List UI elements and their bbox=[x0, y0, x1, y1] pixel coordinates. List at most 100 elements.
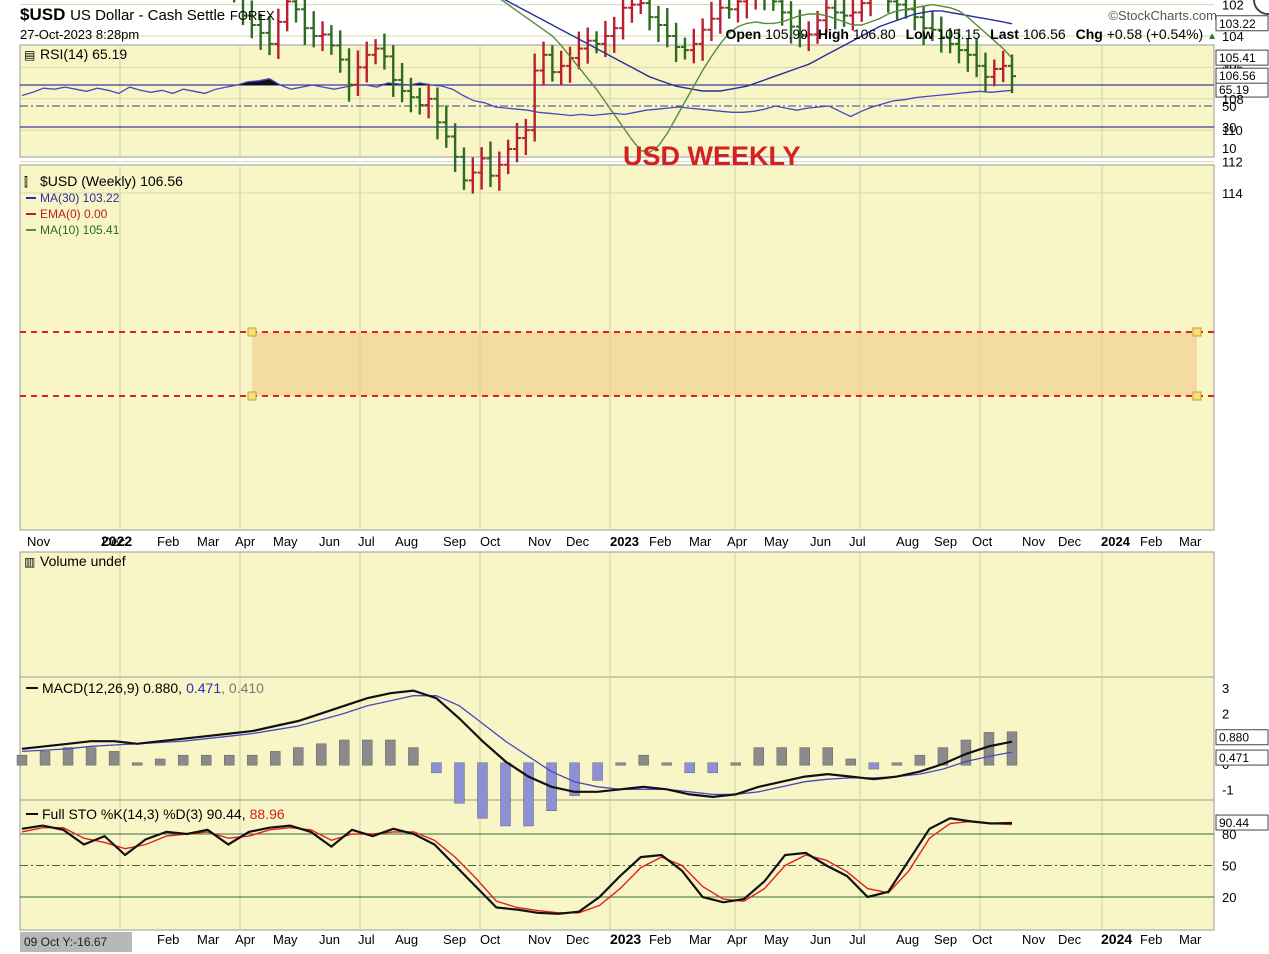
x-tick-label-bottom: Jun bbox=[810, 932, 831, 947]
ohlc-bar bbox=[592, 31, 601, 54]
ohlc-bar bbox=[663, 8, 672, 48]
ohlc-bar bbox=[380, 33, 389, 70]
macd-histogram-bar bbox=[62, 747, 74, 766]
x-tick-label-top: Mar bbox=[1179, 534, 1202, 549]
macd-histogram-bar bbox=[730, 762, 741, 766]
macd-histogram-bar bbox=[707, 762, 718, 774]
signal-value-tag: 0.471 bbox=[1215, 749, 1269, 766]
price-tick-label: 102 bbox=[1222, 0, 1244, 13]
price-tick-label: 110 bbox=[1222, 123, 1243, 138]
ohlc-bar bbox=[241, 0, 247, 26]
low-label: Low bbox=[905, 26, 934, 42]
macd-histogram-bar bbox=[177, 754, 189, 766]
rsi-panel bbox=[19, 44, 1215, 158]
macd-signal-line bbox=[21, 695, 1013, 796]
x-tick-label-bottom: Oct bbox=[972, 932, 993, 947]
x-tick-label-bottom: 2024 bbox=[1101, 931, 1132, 947]
ohlc-bar bbox=[583, 27, 592, 64]
macd-histogram-bar bbox=[247, 754, 258, 766]
ohlc-bar bbox=[946, 28, 955, 54]
ohlc-bar bbox=[459, 147, 468, 190]
ohlc-bar bbox=[442, 105, 451, 148]
ohlc-bar bbox=[451, 123, 460, 172]
last-price-tag: 106.56 bbox=[1215, 67, 1269, 84]
ohlc-bar bbox=[610, 16, 619, 53]
ohlc-bar bbox=[619, 0, 628, 40]
price-tick-label: 108 bbox=[1222, 92, 1244, 107]
macd-histogram-bar bbox=[85, 747, 97, 766]
x-tick-label-top: 2023 bbox=[610, 534, 639, 549]
ohlc-bar bbox=[887, 0, 893, 13]
ohlc-bar bbox=[292, 0, 301, 23]
ohlc-bar bbox=[468, 157, 477, 194]
macd-histogram-bar bbox=[845, 758, 857, 766]
ohlc-bar bbox=[389, 45, 398, 97]
window-corner-icon[interactable] bbox=[1247, 0, 1269, 22]
ohlc-bar bbox=[265, 15, 274, 56]
ohlc-bar bbox=[698, 18, 707, 61]
ohlc-bar bbox=[486, 141, 495, 188]
ohlc-bar bbox=[513, 122, 521, 163]
macd-line bbox=[21, 689, 1013, 799]
volume-panel bbox=[19, 551, 1215, 678]
price-tick-label: 112 bbox=[1222, 155, 1243, 170]
macd-histogram-bar bbox=[753, 747, 764, 766]
ohlc-bar bbox=[763, 0, 766, 11]
x-tick-label-top: Jun bbox=[319, 534, 340, 549]
macd-histogram-bar bbox=[362, 739, 373, 766]
x-tick-label-top: Oct bbox=[480, 534, 501, 549]
sto-plot bbox=[20, 817, 1214, 915]
ohlc-bar bbox=[725, 0, 734, 19]
ohlc-bar bbox=[689, 28, 698, 64]
value-tag-box bbox=[1215, 729, 1269, 746]
ohlc-bar bbox=[521, 118, 530, 156]
x-axis-bottom: Feb Mar Apr May Jun Jul Aug Sep Oct Nov Dec 2023 Feb… bbox=[157, 931, 1202, 947]
x-tick-label-top: Dec bbox=[566, 534, 590, 549]
x-tick-label-top: Mar bbox=[689, 534, 712, 549]
x-tick-label-top: May bbox=[764, 534, 789, 549]
band-handle bbox=[247, 391, 257, 401]
x-tick-label-bottom: Jul bbox=[849, 932, 866, 947]
macd-tick-label: -1 bbox=[1222, 782, 1234, 797]
symbol: $USD bbox=[20, 5, 66, 24]
macd-histogram-bar bbox=[454, 762, 465, 804]
x-tick-label-bottom: May bbox=[764, 932, 789, 947]
ohlc-bar bbox=[574, 31, 583, 70]
ohlc-bar bbox=[636, 0, 645, 15]
price-plot bbox=[232, 0, 1202, 401]
x-tick-label-top: Aug bbox=[395, 534, 418, 549]
x-tick-label-top: Sep bbox=[934, 534, 957, 549]
x-tick-label-top: Aug bbox=[896, 534, 919, 549]
sto-legend-d: 88.96 bbox=[250, 806, 285, 822]
x-tick-label-top: 2024 bbox=[1101, 534, 1131, 549]
macd-histogram-bar bbox=[983, 732, 995, 766]
rsi-line bbox=[21, 78, 1013, 118]
ohlc-bar bbox=[831, 0, 840, 30]
ohlc-bar bbox=[707, 1, 716, 42]
ma10-value-tag: 105.41 bbox=[1215, 49, 1269, 66]
x-tick-label-top: Feb bbox=[649, 534, 671, 549]
ohlc-bar bbox=[362, 41, 371, 83]
macd-histogram-bar bbox=[1006, 731, 1018, 766]
x-tick-label-top: Nov bbox=[528, 534, 552, 549]
x-tick-label-bottom: Jul bbox=[358, 932, 375, 947]
ma30-value-tag: 103.22 bbox=[1215, 15, 1269, 32]
macd-legend: MACD(12,26,9) 0.880, 0.471, 0.410 bbox=[42, 680, 264, 696]
macd-histogram-bar bbox=[477, 762, 488, 819]
ohlc-bar bbox=[754, 0, 757, 10]
open-label: Open bbox=[725, 26, 762, 42]
brand-logo[interactable]: ©StockCharts.com bbox=[1108, 8, 1217, 23]
x-tick-label-top: Nov bbox=[1022, 534, 1046, 549]
value-tag-box bbox=[1215, 15, 1269, 32]
band-handle bbox=[247, 327, 257, 337]
ohlc-bar bbox=[283, 0, 292, 32]
ohlc-bar bbox=[601, 20, 610, 58]
x-tick-label-bottom: Sep bbox=[443, 932, 466, 947]
rsi-tick-label: 30 bbox=[1222, 120, 1236, 135]
macd-histogram-bar bbox=[868, 762, 880, 770]
ohlc-bar bbox=[813, 10, 822, 44]
sto-tick-label: 20 bbox=[1222, 890, 1236, 905]
instrument-name: US Dollar - Cash Settle bbox=[70, 7, 226, 24]
ohlc-bar bbox=[247, 0, 256, 39]
macd-histogram-bar bbox=[39, 751, 51, 766]
